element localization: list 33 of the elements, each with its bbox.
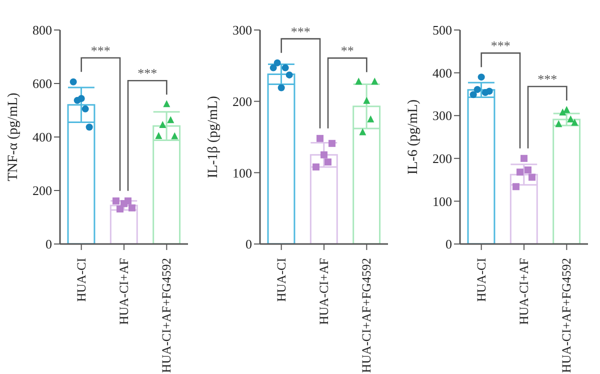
annotation: *** — [90, 42, 110, 58]
annotation: *** — [290, 24, 310, 39]
y-tick-label: 300 — [232, 22, 252, 38]
y-axis-title: IL-6 (pg/mL) — [406, 99, 421, 175]
y-tick-label: 0 — [446, 236, 452, 252]
y-tick-label: 400 — [32, 130, 52, 145]
y-tick-label: 0 — [246, 236, 252, 252]
x-tick-label: HUA-CI+AF+FG4592 — [360, 258, 374, 373]
y-tick-label: 600 — [32, 76, 52, 92]
y-tick-label: 0 — [46, 236, 52, 252]
y-tick-label: 500 — [432, 22, 452, 38]
annotation: *** — [538, 71, 558, 86]
x-tick-label: HUA-CI+AF — [517, 258, 531, 325]
y-tick-label: 200 — [432, 151, 452, 166]
x-tick-label: HUA-CI — [474, 258, 488, 302]
annotation: ** — [340, 43, 354, 58]
annotation: *** — [490, 38, 510, 54]
y-axis-title: IL-1β (pg/mL) — [206, 96, 221, 178]
y-tick-label: 200 — [232, 94, 252, 109]
y-tick-label: 100 — [432, 194, 452, 209]
annotation: *** — [138, 66, 158, 81]
x-tick-label: HUA-CI+AF — [317, 258, 331, 325]
y-axis-title: TNF-α (pg/mL) — [6, 92, 21, 182]
x-tick-label: HUA-CI+AF+FG4592 — [560, 258, 574, 373]
x-tick-label: HUA-CI — [74, 258, 88, 302]
y-tick-label: 400 — [432, 65, 452, 80]
x-tick-label: HUA-CI — [274, 258, 288, 302]
x-tick-label: HUA-CI+AF+FG4592 — [160, 258, 174, 373]
y-tick-label: 100 — [232, 165, 252, 180]
x-tick-label: HUA-CI+AF — [117, 258, 131, 325]
y-tick-label: 800 — [32, 22, 52, 38]
y-tick-label: 200 — [32, 183, 52, 198]
y-tick-label: 300 — [432, 108, 452, 124]
